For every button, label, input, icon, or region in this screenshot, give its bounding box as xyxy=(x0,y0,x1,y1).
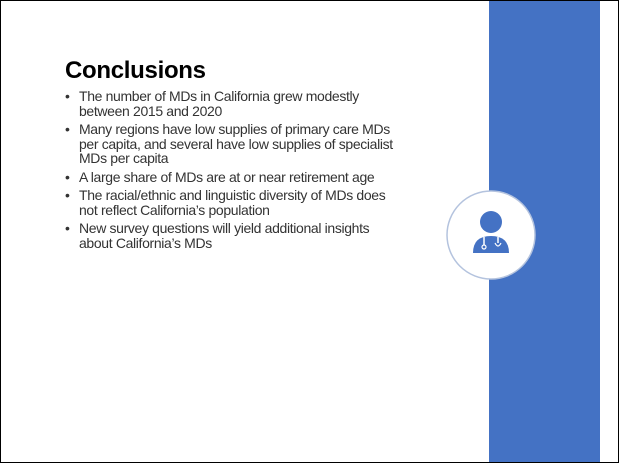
bullet: New survey questions will yield addition… xyxy=(65,221,395,250)
bullet: The number of MDs in California grew mod… xyxy=(65,89,395,118)
doctor-icon xyxy=(446,190,536,280)
bullet-list: The number of MDs in California grew mod… xyxy=(65,89,395,254)
bullet: A large share of MDs are at or near reti… xyxy=(65,169,395,185)
slide-title: Conclusions xyxy=(65,57,206,84)
bullet: Many regions have low supplies of primar… xyxy=(65,122,395,166)
bullet: The racial/ethnic and linguistic diversi… xyxy=(65,188,395,217)
